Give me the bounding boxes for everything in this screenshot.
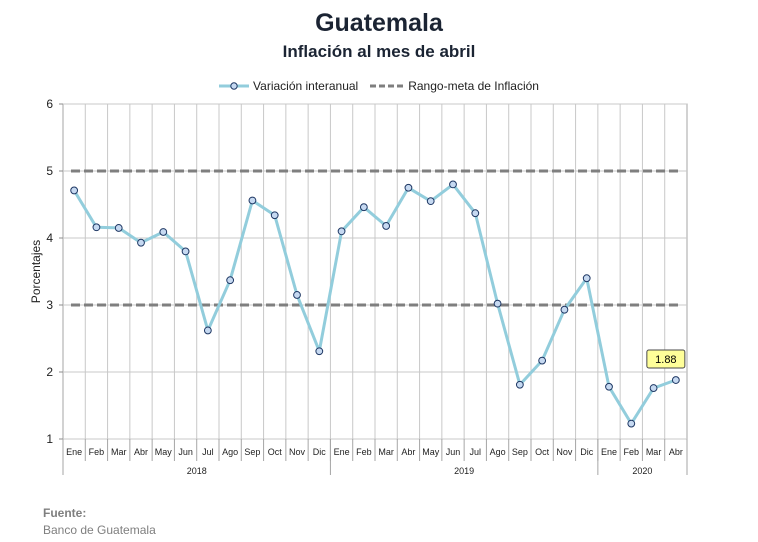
x-tick-label: Ene: [601, 447, 617, 457]
x-tick-label: Feb: [89, 447, 105, 457]
y-tick-label: 1: [46, 432, 53, 446]
data-point: [404, 183, 413, 192]
x-tick-label: Jun: [178, 447, 193, 457]
data-point: [382, 222, 391, 230]
x-tick-label: Jul: [202, 447, 214, 457]
source-label: Fuente:: [43, 506, 87, 520]
x-tick-label: Ene: [334, 447, 350, 457]
x-tick-label: Abr: [401, 447, 415, 457]
x-tick-label: Feb: [624, 447, 640, 457]
x-tick-label: Ene: [66, 447, 82, 457]
data-point: [538, 356, 547, 365]
x-tick-label: Nov: [289, 447, 306, 457]
x-tick-label: Mar: [378, 447, 394, 457]
data-point: [137, 238, 145, 247]
data-point: [515, 380, 524, 389]
data-point: [471, 209, 480, 218]
x-tick-label: Mar: [111, 447, 127, 457]
y-axis-title: Porcentajes: [29, 240, 43, 303]
legend-series-swatch: [219, 82, 250, 90]
data-point: [92, 223, 101, 232]
x-tick-label: Sep: [244, 447, 260, 457]
data-point: [426, 197, 435, 206]
x-tick-label: Abr: [134, 447, 148, 457]
data-point: [159, 228, 168, 236]
chart-legend: Variación interanual Rango-meta de Infla…: [0, 77, 758, 95]
x-tick-label: Dic: [580, 447, 593, 457]
x-tick-label: Mar: [646, 447, 662, 457]
data-point: [359, 203, 368, 212]
y-tick-label: 6: [46, 97, 53, 111]
legend-target-label: Rango-meta de Inflación: [408, 79, 539, 93]
y-tick-label: 5: [46, 164, 53, 178]
data-point: [582, 274, 591, 283]
x-tick-label: Abr: [669, 447, 683, 457]
data-point: [337, 227, 346, 236]
source-text: Banco de Guatemala: [43, 523, 156, 537]
data-point: [649, 384, 658, 392]
year-label: 2019: [454, 466, 474, 476]
x-tick-label: Jun: [446, 447, 461, 457]
year-label: 2020: [632, 466, 652, 476]
legend-series-label: Variación interanual: [253, 79, 359, 93]
y-tick-label: 4: [46, 231, 53, 245]
data-point: [181, 247, 190, 256]
legend-item-target: Rango-meta de Inflación: [370, 79, 539, 93]
data-point: [315, 347, 324, 356]
data-point: [293, 291, 301, 299]
data-point: [248, 196, 257, 205]
data-callout-box: [646, 349, 686, 369]
series-line: [72, 182, 677, 426]
x-tick-label: Oct: [268, 447, 283, 457]
x-tick-label: Nov: [556, 447, 573, 457]
data-point: [560, 305, 569, 314]
data-point: [449, 180, 457, 189]
line-chart: 1 2 3 4 5 6 Ene Feb Mar Abr May Jun Jul Ago Sep Oct Nov D…: [29, 97, 688, 476]
y-tick-label: 2: [46, 365, 53, 379]
x-tick-label: Dic: [313, 447, 326, 457]
x-tick-label: Feb: [356, 447, 372, 457]
data-point: [114, 224, 123, 232]
legend-item-series: Variación interanual: [219, 79, 358, 93]
x-tick-label: May: [422, 447, 440, 457]
x-tick-label: Jul: [470, 447, 482, 457]
year-label: 2018: [187, 466, 207, 476]
chart-title: Guatemala: [315, 9, 443, 37]
data-callout-label: 1.88: [655, 354, 676, 366]
chart-subtitle: Inflación al mes de abril: [282, 42, 476, 61]
x-tick-label: Oct: [535, 447, 550, 457]
data-point: [627, 419, 636, 428]
data-point: [671, 376, 680, 384]
data-point: [493, 299, 502, 308]
data-point: [203, 326, 212, 335]
x-tick-label: Ago: [490, 447, 506, 457]
data-point: [226, 276, 235, 285]
y-tick-label: 3: [46, 298, 53, 312]
data-point: [605, 382, 613, 391]
legend-target-swatch: [370, 84, 405, 88]
x-tick-label: Ago: [222, 447, 238, 457]
x-tick-label: May: [155, 447, 173, 457]
data-point: [270, 211, 279, 220]
data-point: [70, 186, 79, 195]
x-tick-label: Sep: [512, 447, 528, 457]
